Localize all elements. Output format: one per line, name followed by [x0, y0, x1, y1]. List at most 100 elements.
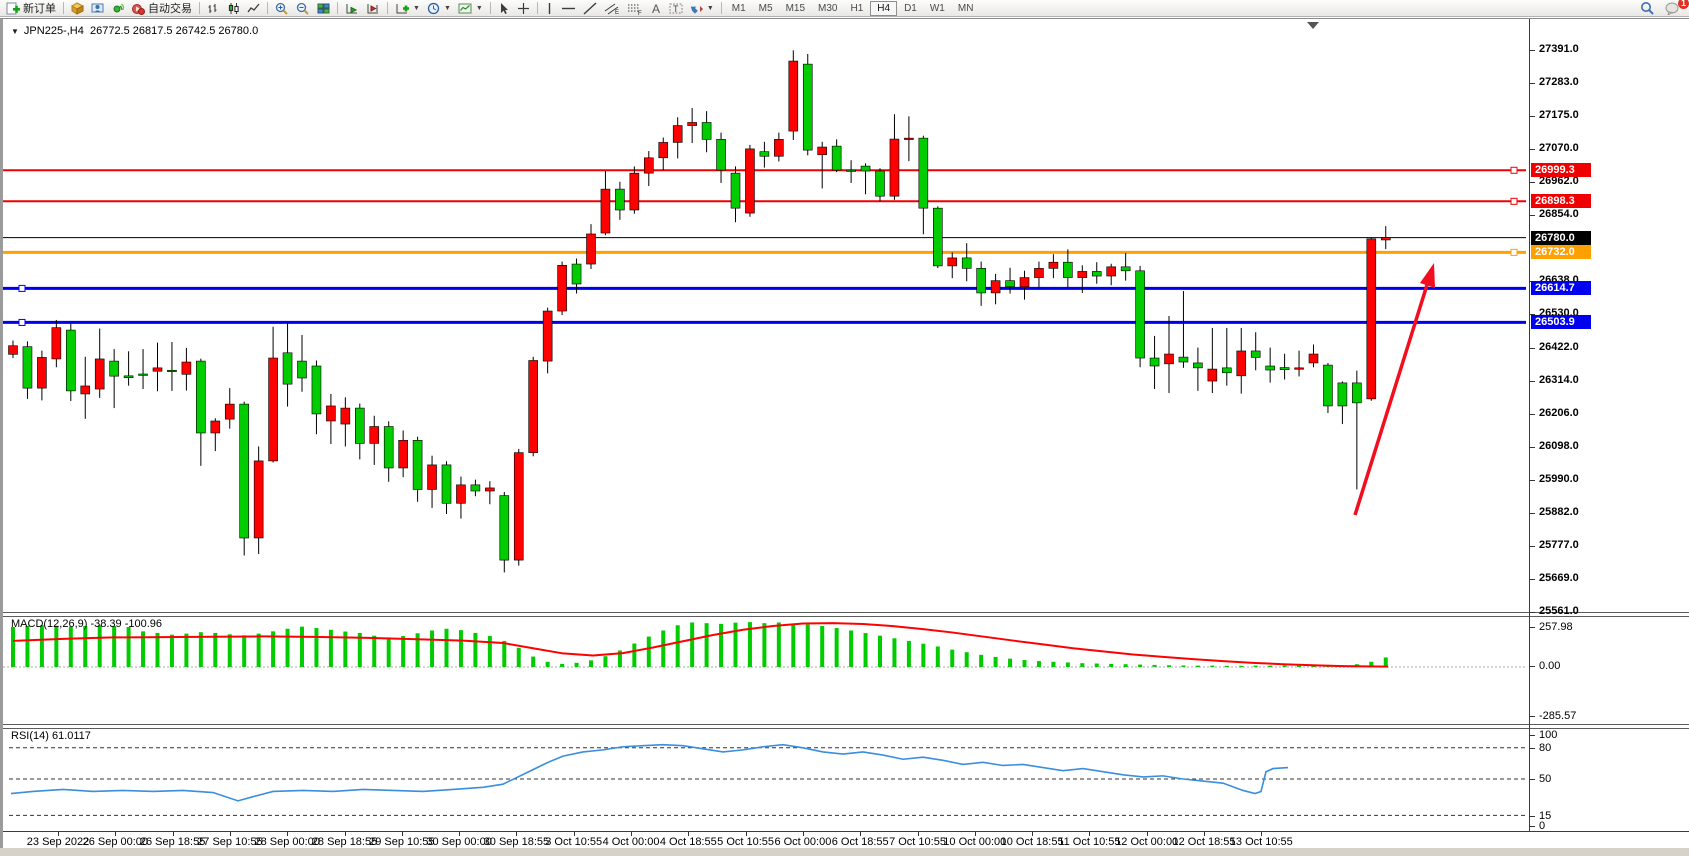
expand-triangle-icon[interactable]: ▼: [11, 27, 19, 36]
arrow-annotation-head[interactable]: [1420, 263, 1435, 288]
date-label: 7 Oct 10:55: [889, 836, 946, 848]
trendline-tool-button[interactable]: [580, 1, 600, 16]
candle-body: [485, 487, 495, 492]
candle-body: [65, 329, 76, 392]
price-tag-26732: 26732.0: [1531, 245, 1591, 260]
shift-marker-icon[interactable]: [1307, 22, 1319, 29]
candle-body: [456, 484, 466, 504]
macd-histogram-bar: [516, 647, 521, 667]
timeframe-button-w1[interactable]: W1: [929, 2, 945, 14]
candle-body: [51, 327, 62, 360]
candle-body: [499, 495, 510, 561]
community-button[interactable]: 1: [1662, 0, 1689, 16]
crosshair-tool-button[interactable]: [514, 1, 533, 16]
horizontal-line-tool-button[interactable]: [558, 1, 579, 16]
timeframe-button-h1[interactable]: H1: [850, 2, 864, 14]
macd-histogram-bar: [1008, 658, 1013, 667]
macd-histogram-bar: [169, 634, 174, 667]
hline-marker[interactable]: [1510, 166, 1518, 174]
zoom-out-button[interactable]: [293, 1, 313, 16]
macd-histogram-bar: [1080, 663, 1085, 667]
candle-body: [326, 405, 336, 422]
profile-button[interactable]: [88, 1, 107, 16]
hline-marker[interactable]: [18, 318, 26, 326]
date-label: 28 Sep 00:00: [254, 836, 320, 848]
chart-window[interactable]: ▼ JPN225-,H4 26772.5 26817.5 26742.5 2678…: [0, 18, 1689, 850]
bar-chart-icon: [208, 3, 217, 13]
timeframe-button-m1[interactable]: M1: [731, 2, 746, 14]
candle-body: [961, 257, 972, 269]
candle-body: [1005, 280, 1015, 288]
panel-divider-rsi[interactable]: [3, 724, 1689, 729]
new-order-button[interactable]: 新订单: [3, 1, 59, 16]
autotrade-label: 自动交易: [148, 3, 192, 15]
time-axis[interactable]: 23 Sep 2022 26 Sep 00:00 26 Sep 18:55 27 Se…: [3, 831, 1689, 850]
main-toolbar: 新订单: [0, 0, 1689, 17]
line-chart-mode-button[interactable]: [244, 1, 263, 16]
toolbar-separator: [720, 2, 722, 14]
timeframe-button-h4[interactable]: H4: [870, 0, 898, 16]
candle-body: [730, 172, 741, 209]
macd-histogram-bar: [386, 637, 391, 667]
date-tick: [688, 832, 690, 836]
toolbar-separator: [489, 2, 491, 14]
price-tick-label: 26206.0: [1539, 406, 1579, 419]
text-tool-button[interactable]: A: [647, 1, 665, 16]
candle-body: [1077, 271, 1088, 278]
timeframe-button-m30[interactable]: M30: [818, 2, 838, 14]
hline-marker[interactable]: [1510, 197, 1518, 205]
rsi-scale-label: 0: [1539, 820, 1546, 832]
macd-scale-tick: [1530, 627, 1535, 628]
templates-icon: [458, 3, 472, 13]
svg-text:A: A: [652, 2, 660, 15]
chart-canvas[interactable]: [3, 19, 1689, 849]
rsi-scale-tick: [1530, 816, 1535, 817]
hline-marker[interactable]: [18, 284, 26, 292]
arrows-tool-button[interactable]: ▼: [687, 1, 717, 16]
vertical-line-icon: [548, 2, 551, 14]
date-tick: [287, 832, 289, 836]
search-button[interactable]: [1637, 1, 1658, 16]
panel-divider-macd[interactable]: [3, 612, 1689, 617]
macd-histogram-bar: [300, 626, 304, 667]
timeframe-button-mn[interactable]: MN: [957, 2, 974, 14]
zoom-in-button[interactable]: [272, 1, 292, 16]
date-tick: [172, 832, 174, 836]
macd-histogram-bar: [1138, 664, 1143, 667]
arrow-annotation-line[interactable]: [1353, 284, 1429, 516]
candle-body: [1178, 356, 1189, 363]
timeframe-button-m15[interactable]: M15: [785, 2, 806, 14]
templates-button[interactable]: ▼: [455, 1, 486, 16]
autoscroll-button[interactable]: [342, 1, 362, 16]
hline-marker[interactable]: [1510, 248, 1518, 256]
fibonacci-tool-button[interactable]: F: [624, 1, 646, 16]
market-watch-button[interactable]: [68, 1, 87, 16]
tile-windows-button[interactable]: [314, 1, 333, 16]
periods-button[interactable]: ▼: [424, 1, 454, 16]
autotrade-button[interactable]: 自动交易: [128, 1, 195, 16]
timeframe-button-d1[interactable]: D1: [904, 2, 917, 14]
macd-histogram-bar: [285, 628, 290, 667]
price-tick: [1530, 380, 1535, 382]
channel-tool-button[interactable]: E: [601, 1, 623, 16]
macd-histogram-bar: [227, 634, 232, 667]
candle-body: [167, 370, 177, 373]
price-tick: [1530, 214, 1535, 216]
indicators-button[interactable]: ▼: [392, 1, 423, 16]
text-label-tool-button[interactable]: T: [666, 1, 686, 16]
chart-symbol-period: JPN225-,H4: [23, 25, 84, 37]
bar-chart-mode-button[interactable]: [204, 1, 223, 16]
candle-body: [875, 170, 885, 197]
candle-chart-mode-button[interactable]: [224, 1, 243, 16]
candle-body: [615, 188, 625, 211]
price-tick: [1530, 347, 1535, 349]
rsi-scale-label: 100: [1539, 729, 1558, 741]
date-label: 30 Sep 00:00: [426, 836, 492, 848]
timeframe-button-m5[interactable]: M5: [758, 2, 773, 14]
cursor-tool-button[interactable]: [495, 1, 513, 16]
signals-button[interactable]: [108, 1, 127, 16]
vertical-line-tool-button[interactable]: [542, 1, 557, 16]
chart-shift-icon: [367, 3, 378, 13]
chart-shift-button[interactable]: [363, 1, 383, 16]
candle-body: [354, 407, 365, 444]
